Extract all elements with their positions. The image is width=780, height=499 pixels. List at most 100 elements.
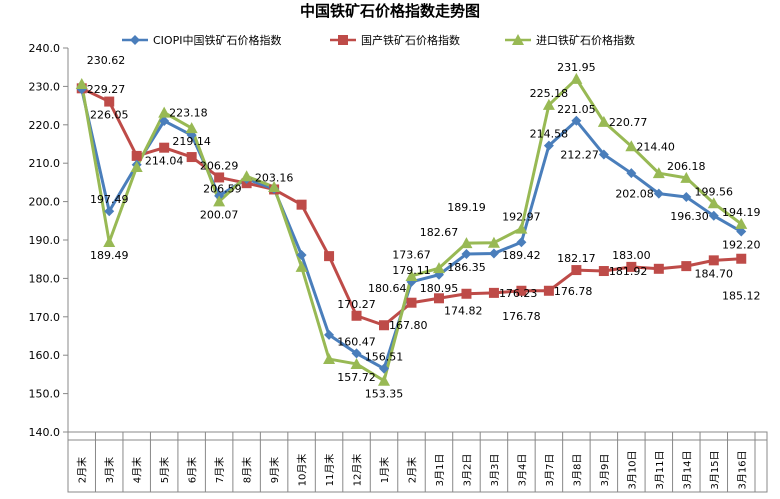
x-tick-label: 4月末 (131, 457, 144, 483)
x-tick-label: 3月10日 (626, 450, 638, 489)
data-label: 223.18 (169, 107, 208, 120)
y-tick-label: 180.0 (29, 272, 61, 285)
data-label: 182.17 (557, 252, 596, 265)
data-point (708, 255, 719, 266)
x-axis-table (67, 431, 768, 493)
data-point (570, 72, 583, 84)
data-point (159, 115, 170, 126)
legend: CIOPI中国铁矿石价格指数 国产铁矿石价格指数 进口铁矿石价格指数 (122, 33, 635, 47)
data-point (487, 236, 500, 248)
x-tick-label: 3月9日 (599, 454, 611, 487)
data-point (680, 171, 693, 183)
y-tick-label: 170.0 (29, 311, 61, 324)
x-tick-label: 3月7日 (544, 454, 556, 487)
data-label: 186.35 (447, 261, 486, 274)
data-label: 182.67 (420, 226, 459, 239)
data-label: 156.51 (365, 351, 404, 364)
data-point (130, 161, 143, 173)
data-label: 206.59 (203, 182, 242, 195)
data-label: 167.80 (389, 319, 428, 332)
data-point (625, 140, 638, 152)
chart-title: 中国铁矿石价格指数走势图 (300, 2, 480, 20)
x-tick-label: 2月末 (406, 457, 419, 483)
y-tick-label: 190.0 (29, 234, 61, 247)
data-point (379, 320, 390, 331)
y-tick-label: 230.0 (29, 80, 61, 93)
data-label: 157.72 (337, 371, 376, 384)
data-label: 181.92 (609, 265, 648, 278)
data-label: 196.30 (670, 210, 709, 223)
data-label: 173.67 (392, 249, 431, 262)
data-label: 231.95 (557, 61, 596, 74)
x-tick-label: 3月1日 (434, 454, 446, 487)
data-point (186, 152, 197, 163)
data-point (75, 78, 88, 90)
data-label: 189.19 (447, 201, 486, 214)
data-point (433, 293, 444, 304)
y-tick-label: 160.0 (29, 349, 61, 362)
data-point (543, 140, 554, 151)
data-label: 192.20 (722, 239, 761, 252)
data-point (351, 348, 362, 359)
x-tick-label: 9月末 (268, 457, 281, 483)
data-point (432, 262, 445, 274)
data-label: 185.12 (722, 290, 761, 303)
data-point (652, 167, 665, 179)
data-point (461, 249, 472, 260)
data-point (708, 210, 719, 221)
data-label: 206.29 (200, 159, 239, 172)
data-point (104, 206, 115, 217)
data-point (405, 269, 418, 281)
data-label: 197.49 (90, 193, 129, 206)
data-point (735, 217, 748, 229)
data-point (131, 150, 142, 161)
data-label: 214.40 (636, 140, 675, 153)
x-tick-label: 2月末 (76, 457, 89, 483)
x-tick-label: 3月16日 (736, 450, 748, 489)
data-label: 202.08 (615, 188, 654, 201)
data-point (295, 260, 308, 272)
data-label: 170.27 (337, 298, 376, 311)
data-label: 220.77 (609, 116, 648, 129)
x-tick-label: 12月末 (351, 454, 364, 487)
data-point (542, 98, 555, 110)
data-point (378, 374, 391, 386)
x-tick-label: 3月14日 (681, 450, 693, 489)
data-label: 176.23 (499, 287, 538, 300)
data-point (681, 191, 692, 202)
data-label: 230.62 (87, 54, 126, 67)
legend-marker (338, 35, 348, 45)
data-label: 153.35 (365, 388, 404, 401)
data-label: 189.42 (502, 249, 541, 262)
data-point (159, 142, 170, 153)
data-point (543, 285, 554, 296)
data-point (516, 237, 527, 248)
data-point (597, 115, 610, 127)
data-label: 189.49 (90, 249, 129, 262)
data-label: 183.00 (612, 249, 651, 262)
data-point (296, 199, 307, 210)
data-point (103, 235, 116, 247)
x-tick-label: 5月末 (158, 457, 171, 483)
y-tick-label: 200.0 (29, 196, 61, 209)
x-tick-label: 3月4日 (516, 454, 528, 487)
data-point (213, 195, 226, 207)
y-tick-label: 150.0 (29, 388, 61, 401)
x-tick-label: 7月末 (213, 457, 226, 483)
x-tick-label: 11月末 (323, 454, 336, 487)
data-label: 174.82 (444, 304, 483, 317)
data-label: 206.18 (667, 160, 706, 173)
data-point (488, 287, 499, 298)
data-point (379, 363, 390, 374)
x-tick-label: 3月8日 (571, 454, 583, 487)
data-label: 226.05 (90, 109, 129, 122)
y-tick-label: 240.0 (29, 42, 61, 55)
data-point (104, 96, 115, 107)
data-label: 199.56 (695, 185, 734, 198)
data-label: 192.97 (502, 211, 541, 224)
data-point (324, 329, 335, 340)
legend-marker (130, 35, 140, 45)
legend-label: 国产铁矿石价格指数 (361, 33, 460, 47)
data-point (626, 168, 637, 179)
